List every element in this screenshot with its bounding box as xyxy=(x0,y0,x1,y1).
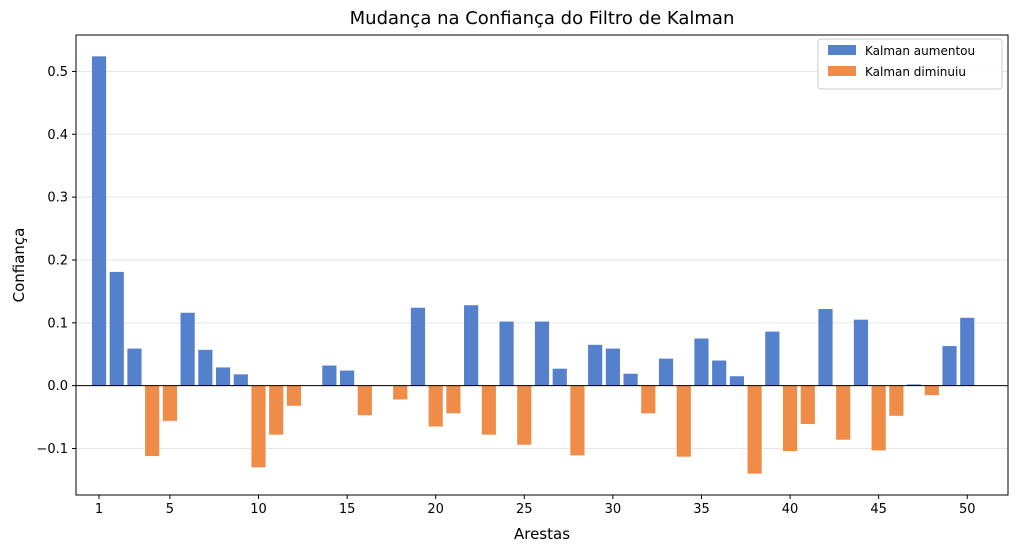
x-tick-label: 50 xyxy=(959,502,976,517)
x-tick-label: 40 xyxy=(782,502,799,517)
bar-20 xyxy=(428,385,443,427)
bar-42 xyxy=(818,308,833,386)
bars-group xyxy=(91,56,975,474)
x-tick-label: 10 xyxy=(250,502,267,517)
bar-6 xyxy=(180,312,195,386)
bar-9 xyxy=(233,374,248,386)
y-tick-label: 0.3 xyxy=(47,191,68,206)
bar-46 xyxy=(889,385,904,416)
bar-31 xyxy=(623,373,638,386)
y-tick-label: 0.0 xyxy=(47,379,68,394)
x-axis-ticks: 1 5 10 15 20 25 30 35 40 45 50 xyxy=(95,495,976,517)
legend-label-increase: Kalman aumentou xyxy=(865,44,975,58)
x-tick-label: 15 xyxy=(339,502,356,517)
bar-30 xyxy=(605,348,620,386)
bar-50 xyxy=(960,317,975,386)
legend-swatch-increase xyxy=(828,45,856,55)
bar-39 xyxy=(765,331,780,386)
grid-lines xyxy=(76,70,1008,449)
bar-7 xyxy=(198,349,213,386)
chart-title: Mudança na Confiança do Filtro de Kalman xyxy=(350,8,735,29)
bar-34 xyxy=(676,385,691,457)
y-tick-label: 0.1 xyxy=(47,316,68,331)
bar-5 xyxy=(162,385,177,421)
y-tick-label: −0.1 xyxy=(36,442,68,457)
x-tick-label: 25 xyxy=(516,502,533,517)
bar-24 xyxy=(499,321,514,386)
bar-15 xyxy=(340,370,355,386)
bar-22 xyxy=(464,305,479,386)
bar-4 xyxy=(145,385,160,457)
bar-37 xyxy=(729,376,744,386)
bar-32 xyxy=(641,385,656,414)
y-tick-label: 0.2 xyxy=(47,253,68,268)
bar-49 xyxy=(942,346,957,386)
legend-box xyxy=(817,38,1003,90)
bar-44 xyxy=(853,319,869,386)
bar-12 xyxy=(286,385,302,406)
legend-swatch-decrease xyxy=(828,66,856,76)
bar-18 xyxy=(393,385,408,400)
bar-47 xyxy=(907,384,922,386)
x-tick-label: 30 xyxy=(605,502,622,517)
bar-28 xyxy=(570,385,585,456)
bar-10 xyxy=(251,385,266,468)
bar-27 xyxy=(552,368,567,386)
bar-33 xyxy=(658,358,674,386)
x-tick-label: 20 xyxy=(427,502,444,517)
x-tick-label: 35 xyxy=(693,502,710,517)
bar-23 xyxy=(481,385,496,435)
bar-41 xyxy=(800,385,815,424)
legend: Kalman aumentou Kalman diminuiu xyxy=(817,38,1003,90)
bar-40 xyxy=(782,385,798,452)
bar-26 xyxy=(534,321,550,386)
bar-36 xyxy=(712,360,727,386)
plot-frame xyxy=(75,34,1009,496)
x-tick-label: 5 xyxy=(166,502,174,517)
x-axis-label: Arestas xyxy=(514,525,570,543)
bar-8 xyxy=(215,367,231,386)
bar-14 xyxy=(322,365,337,386)
bar-35 xyxy=(694,338,709,386)
bar-29 xyxy=(588,344,603,386)
y-axis-label: Confiança xyxy=(10,228,28,303)
bar-19 xyxy=(410,307,426,386)
bar-48 xyxy=(924,385,939,396)
legend-label-decrease: Kalman diminuiu xyxy=(865,65,966,79)
bar-3 xyxy=(127,348,142,386)
bar-2 xyxy=(109,271,124,386)
bar-21 xyxy=(446,385,461,414)
bar-16 xyxy=(357,385,372,416)
bar-1 xyxy=(91,56,107,386)
bar-25 xyxy=(517,385,532,445)
bar-11 xyxy=(269,385,284,435)
y-tick-label: 0.4 xyxy=(47,128,68,143)
x-tick-label: 1 xyxy=(95,502,103,517)
y-tick-label: 0.5 xyxy=(47,65,68,80)
y-axis-ticks: −0.1 0.0 0.1 0.2 0.3 0.4 0.5 xyxy=(36,65,76,457)
bar-43 xyxy=(836,385,851,440)
bar-38 xyxy=(747,385,762,474)
bar-45 xyxy=(871,385,886,451)
x-tick-label: 45 xyxy=(870,502,887,517)
